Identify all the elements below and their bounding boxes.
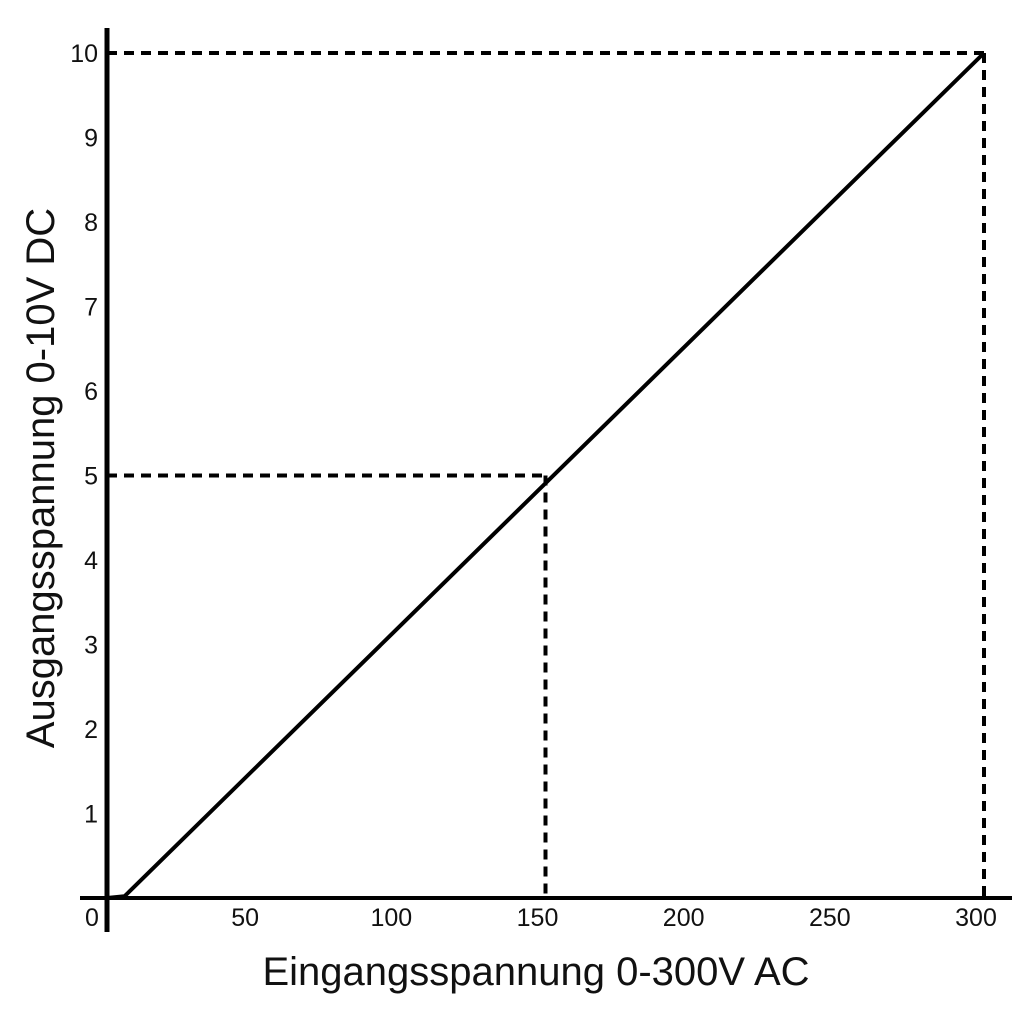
y-tick-label: 1 bbox=[84, 801, 98, 829]
y-tick-label: 9 bbox=[84, 125, 98, 153]
x-tick-label: 50 bbox=[231, 904, 259, 932]
reference-lines bbox=[107, 51, 986, 898]
y-tick-label: 7 bbox=[84, 294, 98, 322]
axes bbox=[80, 28, 1012, 932]
y-tick-label: 3 bbox=[84, 632, 98, 660]
x-tick-label: 200 bbox=[663, 904, 705, 932]
y-tick-label: 8 bbox=[84, 209, 98, 237]
x-tick-label: 100 bbox=[370, 904, 412, 932]
y-tick-label: 6 bbox=[84, 378, 98, 406]
y-tick-label: 4 bbox=[84, 547, 98, 575]
x-tick-label: 300 bbox=[955, 904, 997, 932]
origin-label: 0 bbox=[85, 904, 99, 932]
y-tick-label: 2 bbox=[84, 716, 98, 744]
y-axis-title: Ausgangsspannung 0-10V DC bbox=[19, 208, 63, 748]
y-tick-label: 5 bbox=[84, 463, 98, 491]
y-tick-label: 10 bbox=[70, 40, 98, 68]
tick-labels: 50 100 150 200 250 300 1 2 3 4 5 6 7 8 9 10 bbox=[70, 40, 997, 932]
x-tick-label: 150 bbox=[517, 904, 559, 932]
x-tick-label: 250 bbox=[809, 904, 851, 932]
x-axis-title: Eingangsspannung 0-300V AC bbox=[262, 950, 809, 994]
